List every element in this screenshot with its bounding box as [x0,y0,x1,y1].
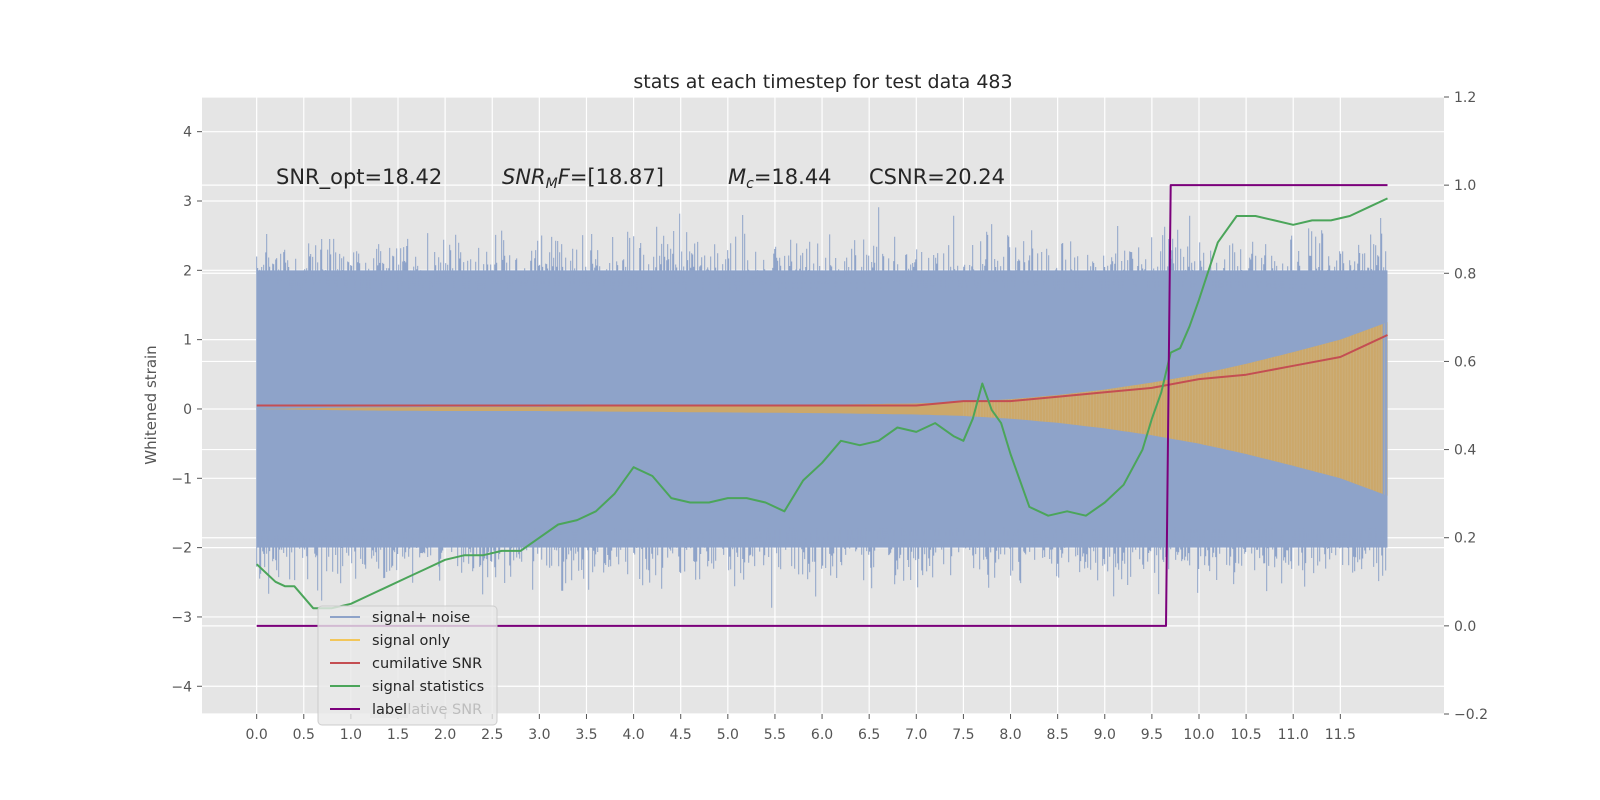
x-tick-label: 0.5 [293,727,315,743]
chart-title: stats at each timestep for test data 483 [633,71,1012,93]
x-tick-label: 5.5 [764,727,786,743]
y2-tick-label: 1.0 [1454,178,1476,194]
x-tick-label: 11.0 [1278,727,1309,743]
y2-tick-label: −0.2 [1454,707,1488,723]
annotation-snr-mf: SNRMF=[18.87] [502,165,664,192]
y-axis-left: −4 −3 −2 −1 0 1 2 3 4 [171,125,202,695]
y-tick-label: 0 [183,402,192,418]
x-tick-label: 3.5 [575,727,597,743]
annotation-csnr: CSNR=20.24 [869,165,1005,189]
annotation-snr-mf-main: SNR [502,165,546,189]
annotation-snr-mf-sub: M [546,176,558,192]
legend-box [317,605,498,726]
legend-label: signal only [372,633,451,649]
x-tick-label: 1.5 [387,727,409,743]
y-tick-label: −3 [171,610,192,626]
annotation-mc-main: M [728,165,746,189]
x-tick-label: 9.5 [1141,727,1163,743]
y-axis-label: Whitened strain [142,345,160,464]
y-tick-label: 2 [183,263,192,279]
x-tick-label: 10.5 [1231,727,1262,743]
y-tick-label: 3 [183,194,192,210]
y2-tick-label: 1.2 [1454,90,1476,106]
x-tick-label: 7.0 [905,727,927,743]
y-tick-label: −4 [171,679,192,695]
annotation-snr-mf-rest: =[18.87] [570,165,664,189]
annotation-snr-opt: SNR_opt=18.42 [276,165,442,190]
legend-label: cumilative SNR [372,656,482,672]
x-tick-label: 6.5 [858,727,880,743]
label-line [256,184,1388,627]
cumilative-SNR-line [256,334,1388,407]
x-tick-label: 3.0 [528,727,550,743]
y-tick-label: −1 [171,471,192,487]
x-tick-label: 2.5 [481,727,503,743]
annotation-mc-rest: =18.44 [754,165,832,189]
x-tick-label: 4.5 [670,727,692,743]
y2-tick-label: 0.0 [1454,619,1476,635]
y-axis-right: −0.2 0.0 0.2 0.4 0.6 0.8 1.0 1.2 [1444,90,1488,723]
y-tick-label: 1 [183,333,192,349]
signal-only-series [256,322,1388,496]
x-tick-label: 11.5 [1325,727,1356,743]
x-tick-label: 6.0 [811,727,833,743]
y2-tick-label: 0.2 [1454,531,1476,547]
legend-label-backdrop [370,698,408,718]
statistic-lines [256,184,1388,627]
x-tick-label: 10.0 [1183,727,1214,743]
x-tick-label: 0.0 [246,727,268,743]
x-tick-label: 4.0 [622,727,644,743]
y-tick-label: 4 [183,125,192,141]
y2-tick-label: 0.4 [1454,443,1476,459]
y2-tick-label: 0.8 [1454,266,1476,282]
signal-statistics-line [256,197,1388,610]
y2-tick-label: 0.6 [1454,354,1476,370]
signal-envelope [256,324,1383,494]
legend-label: signal+ noise [372,610,470,626]
y-tick-label: −2 [171,541,192,557]
x-tick-label: 5.0 [717,727,739,743]
x-tick-label: 8.0 [999,727,1021,743]
x-tick-label: 8.5 [1047,727,1069,743]
legend-label: label [372,702,407,718]
x-tick-label: 7.5 [952,727,974,743]
annotation-mc: Mc=18.44 [728,165,832,192]
annotation-mc-sub: c [746,176,754,192]
signal-oscillation [963,322,1388,496]
legend-label: signal statistics [372,679,484,695]
x-axis: 0.0 0.5 1.0 1.5 2.0 2.5 3.0 3.5 4.0 4.5 5.0 5.5 6.0 6… [246,714,1356,743]
annotation-snr-mf-rest-f: F [558,165,571,189]
x-tick-label: 2.0 [434,727,456,743]
x-tick-label: 9.0 [1094,727,1116,743]
x-tick-label: 1.0 [340,727,362,743]
